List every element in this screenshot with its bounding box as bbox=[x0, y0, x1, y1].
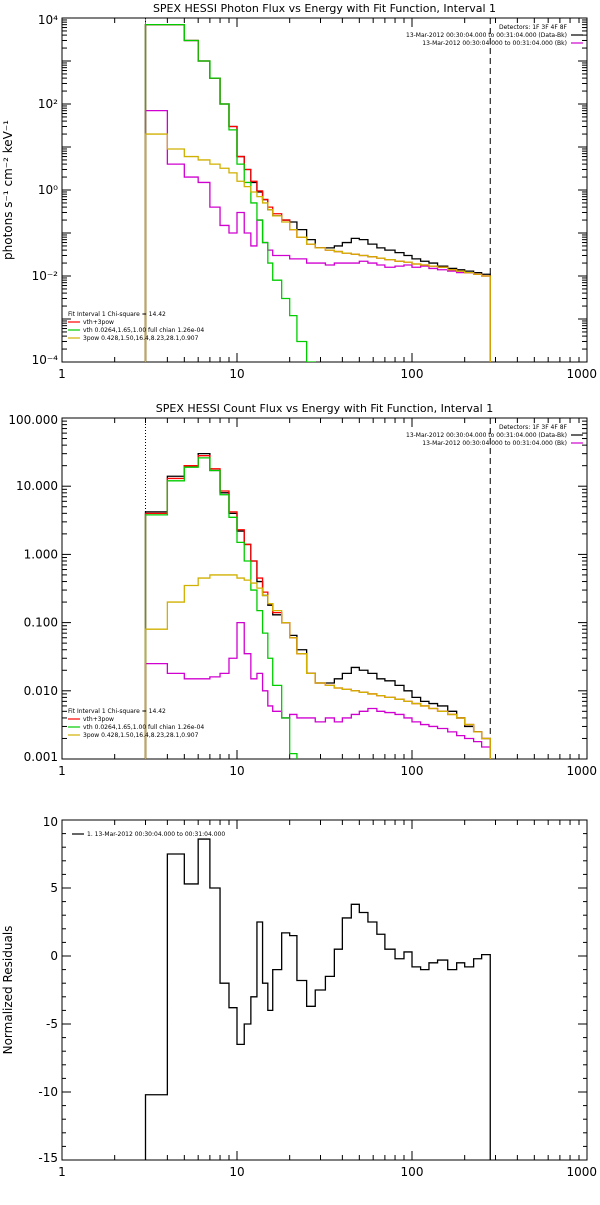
residual-legend-entry: 1. 13-Mar-2012 00:30:04.000 to 00:31:04.… bbox=[87, 831, 225, 838]
count-legend-entry: 3pow 0.428,1.50,16.4,8.23,28.1,0.907 bbox=[83, 732, 199, 739]
count-y-tick-label: 0.001 bbox=[24, 750, 58, 764]
residual-y-tick-label: 10 bbox=[43, 815, 58, 829]
photon-legend-entry: 13-Mar-2012 00:30:04.000 to 00:31:04.000… bbox=[422, 40, 567, 47]
photon-chart: SPEX HESSI Photon Flux vs Energy with Fi… bbox=[1, 2, 597, 381]
residual-y-tick-label: -15 bbox=[38, 1151, 58, 1165]
count-legend-entry: 13-Mar-2012 00:30:04.000 to 00:31:04.000… bbox=[422, 440, 567, 447]
count-legend-entry: vth+3pow bbox=[83, 716, 114, 723]
count-chart-title: SPEX HESSI Count Flux vs Energy with Fit… bbox=[156, 402, 493, 415]
photon-x-tick-label: 1000 bbox=[566, 367, 597, 381]
count-x-tick-label: 10 bbox=[229, 764, 244, 778]
residual-y-tick-label: -5 bbox=[46, 1017, 58, 1031]
count-legend-entry: Fit Interval 1 Chi-square = 14.42 bbox=[68, 708, 166, 715]
photon-legend-entry: 13-Mar-2012 00:30:04.000 to 00:31:04.000… bbox=[406, 32, 567, 39]
count-chart: SPEX HESSI Count Flux vs Energy with Fit… bbox=[8, 402, 597, 778]
count-legend-bottom-left: Fit Interval 1 Chi-square = 14.42vth+3po… bbox=[68, 708, 204, 739]
photon-y-tick-label: 10⁰ bbox=[38, 183, 58, 197]
count-x-tick-label: 1 bbox=[58, 764, 66, 778]
photon-x-ticks: 1 10 100 1000 bbox=[58, 18, 597, 381]
residual-x-tick-label: 1000 bbox=[566, 1165, 597, 1179]
count-y-tick-label: 0.100 bbox=[24, 616, 58, 630]
photon-legend-bottom-left: Fit Interval 1 Chi-square = 14.42vth+3po… bbox=[68, 311, 204, 342]
residual-legend-top-left: 1. 13-Mar-2012 00:30:04.000 to 00:31:04.… bbox=[72, 831, 225, 838]
photon-y-tick-label: 10² bbox=[38, 97, 58, 111]
photon-x-tick-label: 100 bbox=[401, 367, 424, 381]
residual-y-tick-label: 5 bbox=[50, 881, 58, 895]
residual-y-ticks: -15 -10 -5 0 5 10 bbox=[38, 815, 587, 1165]
photon-legend-entry: vth+3pow bbox=[83, 319, 114, 326]
residual-y-axis-label: Normalized Residuals bbox=[1, 926, 15, 1055]
residual-x-tick-label: 1 bbox=[58, 1165, 66, 1179]
photon-y-tick-label: 10⁻² bbox=[32, 269, 59, 283]
photon-legend-entry: vth 0.0264,1.65,1.00 full chian 1.26e-04 bbox=[83, 327, 204, 334]
residual-series-group bbox=[144, 838, 491, 1160]
photon-x-tick-label: 1 bbox=[58, 367, 66, 381]
photon-series-vth bbox=[144, 24, 316, 362]
residual-x-tick-label: 100 bbox=[401, 1165, 424, 1179]
residual-y-tick-label: -10 bbox=[38, 1085, 58, 1099]
count-legend-entry: 13-Mar-2012 00:30:04.000 to 00:31:04.000… bbox=[406, 432, 567, 439]
photon-chart-title: SPEX HESSI Photon Flux vs Energy with Fi… bbox=[153, 2, 496, 15]
count-x-tick-label: 100 bbox=[401, 764, 424, 778]
count-series-data-bk bbox=[144, 453, 491, 759]
count-series-bk bbox=[144, 621, 491, 759]
count-x-ticks: 1 10 100 1000 bbox=[58, 418, 597, 778]
residual-x-ticks: 1 10 100 1000 bbox=[58, 820, 597, 1179]
count-y-ticks: 0.001 0.010 0.100 1.000 10.000 100.000 bbox=[8, 413, 587, 764]
photon-series-data-bk bbox=[144, 24, 491, 362]
residual-x-tick-label: 10 bbox=[229, 1165, 244, 1179]
residual-series-1 bbox=[144, 838, 491, 1160]
photon-legend-entry: Fit Interval 1 Chi-square = 14.42 bbox=[68, 311, 166, 318]
photon-series-3pow bbox=[144, 133, 491, 362]
count-series-vth-3pow bbox=[144, 455, 491, 759]
photon-y-tick-label: 10⁻⁴ bbox=[32, 353, 59, 367]
residual-plot-frame bbox=[61, 819, 588, 1161]
photon-y-axis-label: photons s⁻¹ cm⁻² keV⁻¹ bbox=[1, 120, 15, 260]
count-legend-entry: Detectors: 1F 3F 4F 8F bbox=[499, 424, 568, 431]
photon-y-ticks: 10⁻⁴ 10⁻² 10⁰ 10² 10⁴ bbox=[32, 13, 587, 367]
photon-series-group bbox=[144, 24, 491, 362]
photon-series-bk bbox=[144, 110, 491, 362]
residual-chart: Normalized Residuals 1 10 100 1000 -15 -10 -5 0 5… bbox=[1, 815, 597, 1179]
residual-y-tick-label: 0 bbox=[50, 949, 58, 963]
count-y-tick-label: 0.010 bbox=[24, 684, 58, 698]
count-plot-frame bbox=[61, 417, 588, 760]
photon-y-tick-label: 10⁴ bbox=[38, 13, 58, 27]
count-series-vth bbox=[144, 457, 298, 759]
count-x-tick-label: 1000 bbox=[566, 764, 597, 778]
photon-x-tick-label: 10 bbox=[229, 367, 244, 381]
photon-legend-entry: 3pow 0.428,1.50,16.4,8.23,28.1,0.907 bbox=[83, 335, 199, 342]
photon-legend-entry: Detectors: 1F 3F 4F 8F bbox=[499, 24, 568, 31]
count-y-tick-label: 100.000 bbox=[8, 413, 58, 427]
count-y-tick-label: 1.000 bbox=[24, 547, 58, 561]
count-series-group bbox=[144, 453, 491, 759]
count-series-3pow bbox=[144, 574, 491, 759]
count-y-tick-label: 10.000 bbox=[16, 479, 58, 493]
photon-series-vth-3pow bbox=[144, 24, 491, 362]
count-legend-entry: vth 0.0264,1.65,1.00 full chian 1.26e-04 bbox=[83, 724, 204, 731]
